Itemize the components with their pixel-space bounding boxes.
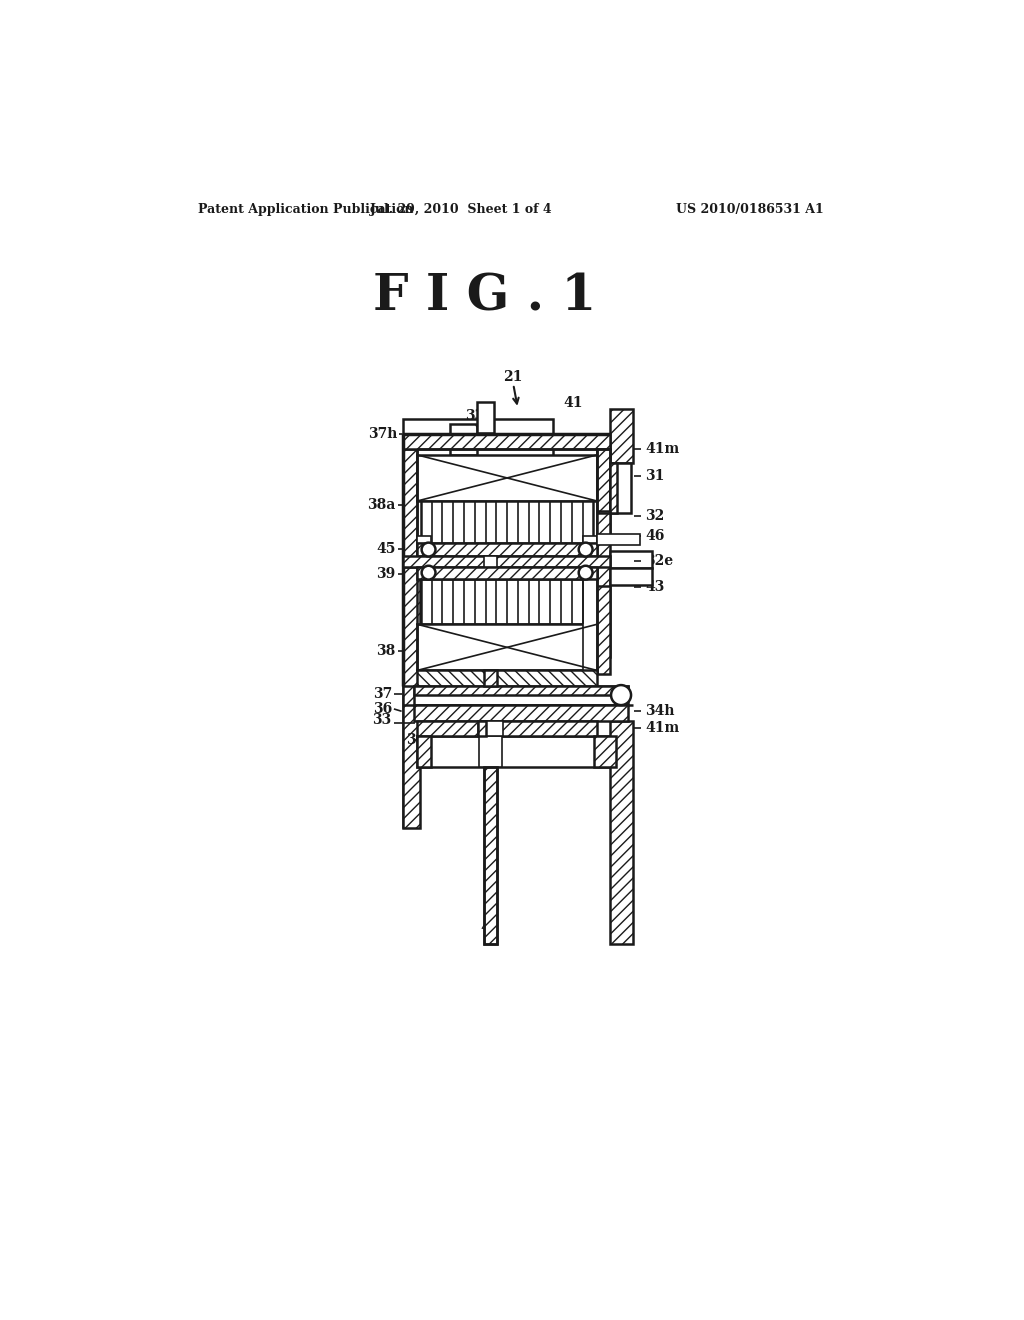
Bar — [584, 544, 597, 675]
Bar — [484, 556, 497, 566]
Text: 41: 41 — [480, 921, 500, 936]
Bar — [414, 686, 628, 705]
Text: 38a: 38a — [367, 498, 395, 512]
Bar — [403, 566, 420, 829]
Bar — [597, 450, 609, 657]
Text: 34h: 34h — [645, 705, 675, 718]
Bar — [417, 566, 597, 579]
Bar — [597, 512, 609, 536]
Bar — [417, 624, 597, 671]
Bar — [609, 552, 652, 568]
Text: 35: 35 — [471, 738, 490, 752]
Text: 38b: 38b — [406, 733, 434, 747]
Text: 32e: 32e — [645, 554, 673, 568]
Bar — [609, 409, 633, 462]
Bar — [417, 536, 431, 544]
Bar — [417, 737, 431, 767]
Bar — [479, 737, 502, 767]
Circle shape — [579, 543, 593, 557]
Bar — [609, 721, 633, 944]
Text: 41m: 41m — [645, 721, 679, 735]
Bar — [484, 767, 497, 944]
Text: 37h: 37h — [368, 428, 397, 441]
Bar — [609, 568, 652, 585]
Bar — [609, 462, 631, 512]
Text: 46: 46 — [645, 529, 665, 543]
Bar — [417, 737, 625, 767]
Circle shape — [579, 566, 593, 579]
Circle shape — [422, 543, 435, 557]
Bar — [403, 434, 609, 449]
Text: 31: 31 — [645, 469, 665, 483]
Bar — [403, 449, 417, 826]
Text: 36: 36 — [373, 702, 392, 715]
Bar — [584, 536, 597, 544]
Text: 43: 43 — [645, 581, 665, 594]
Bar — [478, 721, 486, 737]
Bar — [414, 705, 628, 721]
Text: Jul. 29, 2010  Sheet 1 of 4: Jul. 29, 2010 Sheet 1 of 4 — [371, 203, 553, 216]
Text: 39: 39 — [376, 568, 395, 581]
Bar — [451, 424, 477, 455]
Text: 41: 41 — [563, 396, 583, 411]
Text: 37: 37 — [373, 686, 392, 701]
Bar — [403, 418, 553, 482]
Bar — [414, 686, 628, 696]
Text: US 2010/0186531 A1: US 2010/0186531 A1 — [676, 203, 823, 216]
Circle shape — [611, 685, 631, 705]
Bar — [417, 671, 597, 686]
Bar — [421, 502, 593, 544]
Bar — [478, 721, 503, 737]
Bar — [594, 737, 615, 767]
Bar — [609, 462, 617, 512]
Bar — [417, 455, 597, 502]
Bar — [417, 544, 597, 556]
Bar — [597, 450, 609, 511]
Text: F I G . 1: F I G . 1 — [373, 272, 596, 322]
Text: 45: 45 — [376, 541, 395, 556]
Bar — [417, 721, 597, 737]
Bar — [421, 578, 593, 624]
Bar — [484, 767, 497, 944]
Bar — [484, 671, 497, 686]
Text: Patent Application Publication: Patent Application Publication — [199, 203, 414, 216]
Text: 33: 33 — [372, 714, 391, 727]
Bar — [597, 535, 640, 545]
Bar — [597, 586, 609, 675]
Text: 33: 33 — [465, 409, 484, 424]
Bar — [477, 401, 494, 433]
Bar — [403, 556, 609, 566]
Text: 38: 38 — [376, 644, 395, 659]
Text: 41m: 41m — [645, 442, 679, 457]
Circle shape — [422, 566, 435, 579]
Text: 34: 34 — [490, 738, 510, 752]
Text: 32: 32 — [645, 510, 665, 524]
Text: 21: 21 — [504, 370, 523, 384]
